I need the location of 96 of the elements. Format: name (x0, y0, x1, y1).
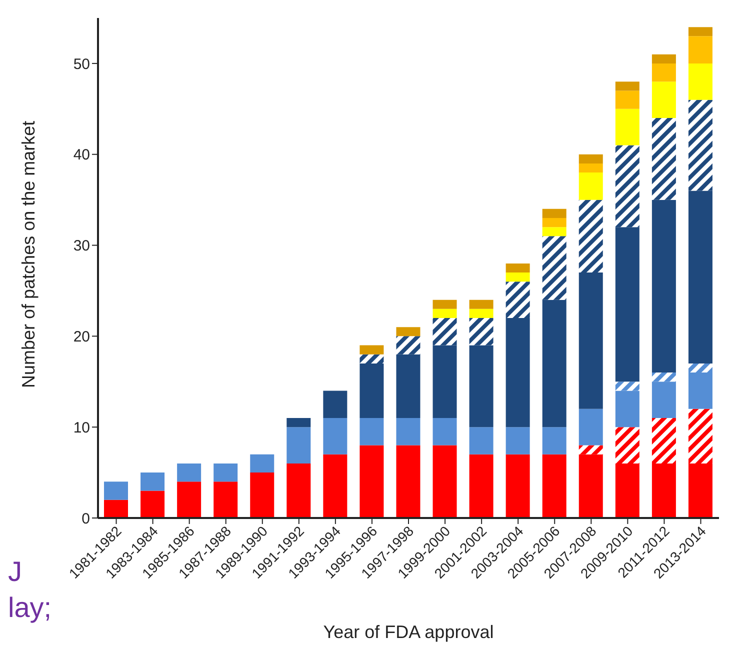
y-tick-label: 50 (73, 56, 90, 73)
bar (542, 236, 566, 300)
bar (688, 372, 712, 409)
text: lay; (8, 592, 52, 624)
bar (469, 308, 494, 318)
bar (652, 463, 676, 518)
bar (615, 390, 640, 428)
bar (360, 345, 384, 354)
bar (360, 354, 384, 364)
bar (140, 490, 165, 518)
bar (542, 208, 566, 218)
bar (323, 390, 348, 418)
bar (542, 227, 566, 236)
bar (506, 263, 530, 273)
bar (578, 445, 603, 454)
bar (214, 482, 238, 518)
bar (578, 154, 603, 164)
bar (542, 300, 566, 428)
bar (360, 418, 384, 446)
bar (469, 427, 494, 454)
y-tick-label: 0 (82, 510, 90, 528)
bar (652, 82, 676, 118)
bar (542, 454, 566, 518)
bar (542, 218, 566, 228)
bar (360, 363, 384, 418)
bar (688, 463, 712, 518)
bar (688, 190, 712, 364)
bar (578, 408, 603, 446)
bar (432, 318, 457, 346)
bar (688, 63, 712, 100)
bar (652, 63, 676, 82)
bar (323, 454, 348, 518)
bar (652, 118, 676, 200)
bar (506, 318, 530, 428)
bar (578, 163, 603, 173)
bar (396, 418, 420, 446)
bar (214, 463, 238, 482)
bar (578, 272, 603, 409)
bar (652, 54, 676, 64)
bar (615, 463, 640, 518)
bar (615, 227, 640, 382)
bar (286, 418, 311, 428)
bar (432, 300, 457, 309)
bar (360, 445, 384, 518)
bar (432, 308, 457, 318)
bar (542, 427, 566, 454)
x-axis-title: Year of FDA approval (323, 622, 494, 642)
y-tick-label: 20 (73, 328, 90, 346)
text: J (8, 556, 22, 588)
bar (469, 300, 494, 309)
bar (104, 482, 128, 500)
y-tick-label: 30 (73, 238, 90, 255)
bar (432, 418, 457, 446)
bar (615, 108, 640, 146)
bar (396, 445, 420, 518)
bar (615, 82, 640, 91)
bar (615, 90, 640, 109)
bar (286, 463, 311, 518)
bar (506, 272, 530, 282)
bar (140, 472, 165, 491)
bar (652, 382, 676, 418)
bar (578, 200, 603, 273)
y-axis-title: Number of patches on the market (18, 120, 38, 388)
bar (506, 454, 530, 518)
bar (652, 200, 676, 373)
bar (286, 427, 311, 464)
bar (688, 36, 712, 64)
y-tick-label: 40 (73, 146, 90, 164)
bar (469, 345, 494, 428)
bar (578, 172, 603, 200)
bar (432, 345, 457, 418)
bar (688, 27, 712, 36)
bar (177, 463, 202, 482)
bar (396, 327, 420, 336)
bar (250, 454, 274, 473)
bar (578, 454, 603, 518)
bar (177, 482, 202, 518)
bar (615, 427, 640, 464)
bar (652, 372, 676, 382)
bar (688, 100, 712, 191)
bar (506, 282, 530, 318)
bar (396, 354, 420, 418)
y-tick-label: 10 (73, 419, 90, 436)
bar (250, 472, 274, 518)
bar (469, 318, 494, 346)
bar (615, 382, 640, 391)
bar (396, 336, 420, 354)
bar (652, 418, 676, 464)
bar (432, 445, 457, 518)
bar (688, 408, 712, 464)
bar (469, 454, 494, 518)
bar (615, 145, 640, 228)
bar (104, 500, 128, 518)
bar (506, 427, 530, 454)
bar (323, 418, 348, 454)
bar (688, 363, 712, 373)
